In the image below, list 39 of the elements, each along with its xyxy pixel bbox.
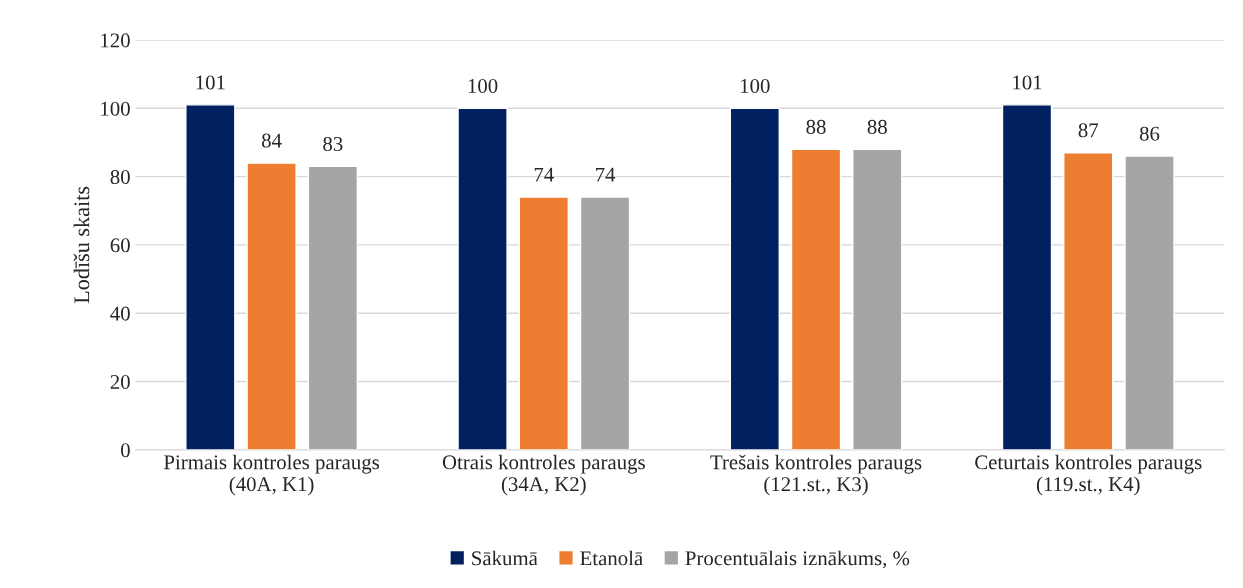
legend-label: Sākumā: [472, 550, 538, 566]
bar: [246, 162, 297, 450]
data-label: 74: [596, 167, 616, 182]
bar: [790, 148, 842, 450]
y-tick-label: 20: [110, 374, 130, 389]
data-label: 101: [1013, 75, 1042, 90]
y-tick-label: 120: [101, 33, 130, 48]
x-tick-label: Trešais kontroles paraugs (121.st., K3): [710, 454, 922, 496]
legend-label: Procentuālais iznākums, %: [685, 550, 910, 569]
data-label: 84: [261, 133, 282, 148]
x-tick-label: Otrais kontroles paraugs (34A, K2): [442, 454, 645, 496]
y-tick-label: 100: [101, 101, 130, 116]
data-label: 100: [740, 78, 770, 93]
y-tick-label: 80: [110, 169, 130, 185]
data-label: 87: [1078, 123, 1099, 138]
data-label: 100: [468, 78, 498, 93]
data-label: 86: [1139, 126, 1160, 141]
x-tick-label: Pirmais kontroles paraugs (40A, K1): [163, 454, 380, 496]
data-label: 88: [867, 119, 887, 134]
y-axis-title: Lodīšu skaits: [73, 186, 90, 304]
bar: [852, 148, 903, 450]
y-tick-label: 0: [121, 443, 130, 458]
y-tick-label: 40: [110, 306, 130, 321]
bar: [518, 196, 570, 450]
bar: [1124, 155, 1175, 450]
x-tick-label: Ceturtais kontroles paraugs (119.st., K4): [975, 454, 1202, 496]
bar: [579, 196, 631, 450]
bar: [1063, 151, 1114, 450]
bar: [457, 107, 508, 450]
bar: [729, 107, 780, 450]
data-label: 83: [323, 136, 343, 152]
y-tick-label: 60: [110, 238, 130, 253]
data-label: 88: [806, 119, 826, 134]
bar: [185, 104, 236, 450]
bar: [1001, 104, 1053, 450]
legend-label: Etanolā: [580, 550, 643, 566]
bar: [307, 165, 359, 450]
data-label: 101: [196, 75, 225, 90]
data-label: 74: [534, 167, 554, 182]
